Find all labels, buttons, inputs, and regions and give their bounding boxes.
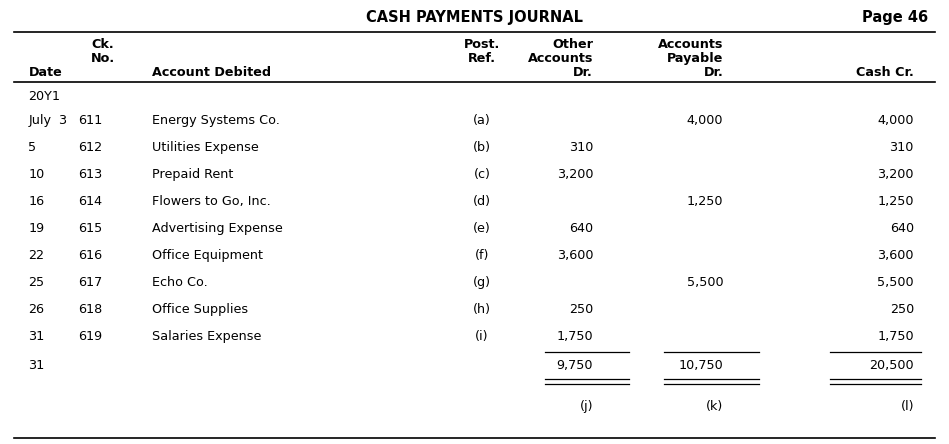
Text: Account Debited: Account Debited xyxy=(152,66,271,79)
Text: Advertising Expense: Advertising Expense xyxy=(152,222,283,235)
Text: (b): (b) xyxy=(474,141,491,154)
Text: 22: 22 xyxy=(28,249,45,262)
Text: (k): (k) xyxy=(706,400,723,413)
Text: 1,750: 1,750 xyxy=(556,330,593,343)
Text: (i): (i) xyxy=(475,330,489,343)
Text: 16: 16 xyxy=(28,195,45,208)
Text: (h): (h) xyxy=(474,303,491,316)
Text: 25: 25 xyxy=(28,276,45,289)
Text: 3,600: 3,600 xyxy=(878,249,914,262)
Text: Utilities Expense: Utilities Expense xyxy=(152,141,258,154)
Text: Prepaid Rent: Prepaid Rent xyxy=(152,168,233,181)
Text: 612: 612 xyxy=(79,141,102,154)
Text: (c): (c) xyxy=(474,168,491,181)
Text: Ref.: Ref. xyxy=(468,52,496,65)
Text: CASH PAYMENTS JOURNAL: CASH PAYMENTS JOURNAL xyxy=(366,10,583,25)
Text: 9,750: 9,750 xyxy=(557,359,593,372)
Text: 31: 31 xyxy=(28,359,45,372)
Text: (l): (l) xyxy=(901,400,914,413)
Text: 1,250: 1,250 xyxy=(878,195,914,208)
Text: Echo Co.: Echo Co. xyxy=(152,276,208,289)
Text: (a): (a) xyxy=(474,114,491,127)
Text: 616: 616 xyxy=(79,249,102,262)
Text: 4,000: 4,000 xyxy=(687,114,723,127)
Text: 5: 5 xyxy=(28,141,37,154)
Text: 5,500: 5,500 xyxy=(686,276,723,289)
Text: Payable: Payable xyxy=(667,52,723,65)
Text: Accounts: Accounts xyxy=(528,52,593,65)
Text: 20,500: 20,500 xyxy=(869,359,914,372)
Text: Energy Systems Co.: Energy Systems Co. xyxy=(152,114,280,127)
Text: 1,750: 1,750 xyxy=(877,330,914,343)
Text: 640: 640 xyxy=(890,222,914,235)
Text: 613: 613 xyxy=(78,168,102,181)
Text: Office Equipment: Office Equipment xyxy=(152,249,263,262)
Text: Office Supplies: Office Supplies xyxy=(152,303,248,316)
Text: 614: 614 xyxy=(79,195,102,208)
Text: July  3: July 3 xyxy=(28,114,67,127)
Text: (f): (f) xyxy=(474,249,490,262)
Text: 10,750: 10,750 xyxy=(679,359,723,372)
Text: 3,200: 3,200 xyxy=(557,168,593,181)
Text: 310: 310 xyxy=(568,141,593,154)
Text: 4,000: 4,000 xyxy=(878,114,914,127)
Text: Cash Cr.: Cash Cr. xyxy=(856,66,914,79)
Text: (g): (g) xyxy=(474,276,491,289)
Text: Dr.: Dr. xyxy=(703,66,723,79)
Text: 5,500: 5,500 xyxy=(877,276,914,289)
Text: 611: 611 xyxy=(78,114,102,127)
Text: 1,250: 1,250 xyxy=(687,195,723,208)
Text: 10: 10 xyxy=(28,168,45,181)
Text: Flowers to Go, Inc.: Flowers to Go, Inc. xyxy=(152,195,270,208)
Text: 3,600: 3,600 xyxy=(557,249,593,262)
Text: 619: 619 xyxy=(79,330,102,343)
Text: 617: 617 xyxy=(78,276,102,289)
Text: 640: 640 xyxy=(569,222,593,235)
Text: 618: 618 xyxy=(78,303,102,316)
Text: (d): (d) xyxy=(474,195,491,208)
Text: 26: 26 xyxy=(28,303,45,316)
Text: Accounts: Accounts xyxy=(658,38,723,51)
Text: Page 46: Page 46 xyxy=(862,10,928,25)
Text: Salaries Expense: Salaries Expense xyxy=(152,330,261,343)
Text: (e): (e) xyxy=(474,222,491,235)
Text: Other: Other xyxy=(552,38,593,51)
Text: 250: 250 xyxy=(568,303,593,316)
Text: Date: Date xyxy=(28,66,63,79)
Text: 3,200: 3,200 xyxy=(878,168,914,181)
Text: (j): (j) xyxy=(580,400,593,413)
Text: 615: 615 xyxy=(78,222,102,235)
Text: Dr.: Dr. xyxy=(573,66,593,79)
Text: 250: 250 xyxy=(889,303,914,316)
Text: Ck.: Ck. xyxy=(91,38,114,51)
Text: Post.: Post. xyxy=(464,38,500,51)
Text: 20Y1: 20Y1 xyxy=(28,90,61,103)
Text: No.: No. xyxy=(90,52,115,65)
Text: 31: 31 xyxy=(28,330,45,343)
Text: 310: 310 xyxy=(889,141,914,154)
Text: 19: 19 xyxy=(28,222,45,235)
